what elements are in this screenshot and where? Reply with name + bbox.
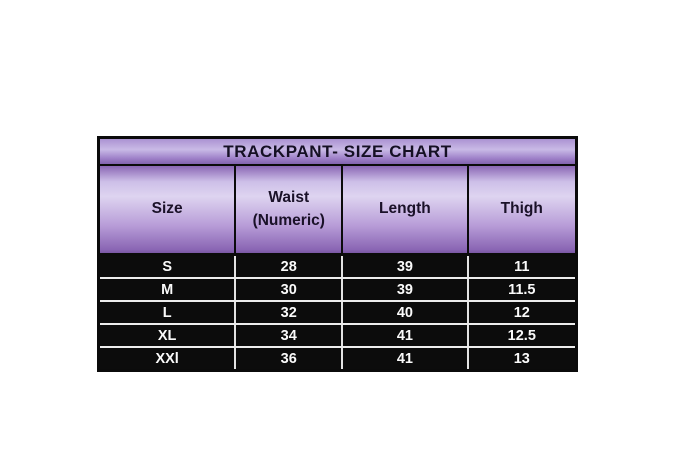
chart-title: TRACKPANT- SIZE CHART [223,141,452,161]
cell-size: XL [100,325,237,346]
cell-waist: 30 [236,279,344,300]
table-row-s: S 28 39 11 [100,256,575,279]
cell-size: XXl [100,348,237,369]
cell-thigh: 11.5 [508,281,536,298]
cell-waist: 28 [236,256,344,277]
cell-thigh: 13 [513,350,530,367]
table-body: S 28 39 11 M 30 39 11.5 L 32 40 12 XL 34… [100,256,575,369]
cell-length: 39 [343,279,469,300]
cell-length: 40 [343,302,469,323]
size-chart-table: TRACKPANT- SIZE CHART Size Waist (Numeri… [97,136,578,372]
cell-size: M [100,279,237,300]
cell-length: 41 [343,348,469,369]
cell-thigh: 12.5 [507,327,536,344]
table-row-m: M 30 39 11.5 [100,279,575,302]
column-header-thigh: Thigh [468,166,575,253]
cell-thigh: 11 [514,258,530,275]
column-header-length: Length [343,166,469,253]
cell-length: 39 [343,256,469,277]
cell-waist: 32 [236,302,344,323]
chart-title-bar: TRACKPANT- SIZE CHART [100,139,575,166]
cell-length: 41 [343,325,469,346]
column-header-waist: Waist (Numeric) [236,166,344,253]
table-row-xl: XL 34 41 12.5 [100,325,575,348]
table-row-l: L 32 40 12 [100,302,575,325]
cell-thigh: 12 [513,304,530,321]
table-row-xxl: XXl 36 41 13 [100,348,575,369]
cell-waist: 36 [236,348,344,369]
cell-size: L [100,302,237,323]
table-header-row: Size Waist (Numeric) Length Thigh [100,166,575,256]
cell-waist: 34 [236,325,344,346]
column-header-size: Size [100,166,237,253]
cell-size: S [100,256,237,277]
